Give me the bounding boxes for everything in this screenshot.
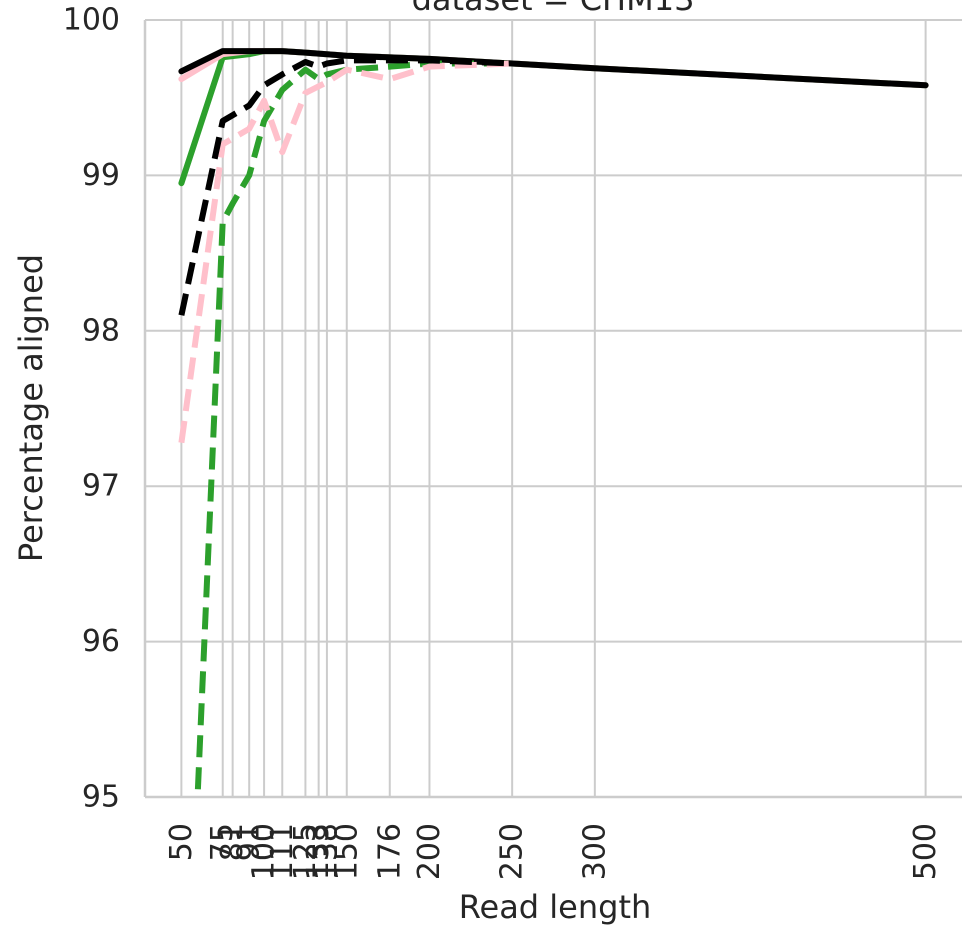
x-axis-label: Read length — [459, 888, 652, 926]
x-tick-label: 100 — [247, 823, 282, 880]
x-tick-label: 176 — [372, 823, 407, 880]
grid — [145, 19, 962, 798]
x-tick-label: 300 — [577, 823, 612, 880]
y-tick-label: 97 — [82, 469, 120, 504]
x-tick-label: 138 — [309, 823, 344, 880]
x-tick-label: 81 — [215, 823, 250, 861]
y-tick-label: 96 — [82, 624, 120, 659]
y-tick-label: 98 — [82, 313, 120, 348]
y-tick-label: 95 — [82, 780, 120, 815]
series-line-3 — [178, 48, 929, 89]
series-line-5 — [178, 60, 513, 444]
x-tick-label: 133 — [301, 823, 336, 880]
x-tick-label: 125 — [288, 823, 323, 880]
x-tick-label: 250 — [495, 823, 530, 880]
y-tick-label: 99 — [82, 158, 120, 193]
y-axis-label: Percentage aligned — [12, 254, 50, 562]
axes — [143, 20, 962, 799]
x-tick-label: 91 — [232, 823, 267, 861]
series-lines — [178, 48, 929, 790]
series-line-4 — [194, 60, 513, 790]
y-tick-label: 100 — [63, 3, 120, 38]
x-tick-label: 50 — [164, 823, 199, 861]
x-tick-label: 111 — [265, 823, 300, 880]
x-tick-label: 500 — [908, 823, 943, 880]
x-tick-label: 150 — [329, 823, 364, 880]
x-tick-label: 200 — [412, 823, 447, 880]
series-line-6 — [178, 57, 513, 316]
x-tick-label: 75 — [205, 823, 240, 861]
chart-title: dataset = CHM13 — [412, 0, 695, 18]
